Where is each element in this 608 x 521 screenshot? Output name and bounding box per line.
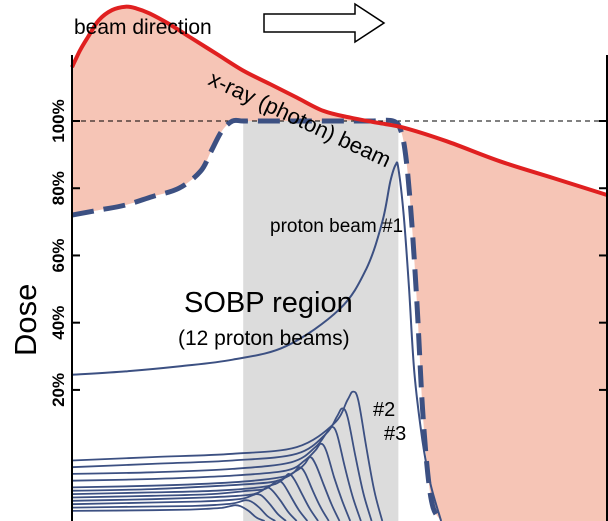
y-ticks: 20% 40% 60% 80% 100% <box>49 99 607 407</box>
y-axis-label: Dose <box>8 284 43 356</box>
sobp-dose-curve <box>71 117 444 521</box>
y-tick-label: 20% <box>49 373 68 407</box>
proton-beam-curve-1 <box>71 161 443 521</box>
sobp-region-label: SOBP region <box>184 287 353 319</box>
proton-beam-curve-10 <box>71 486 298 521</box>
proton-beam-curve-11 <box>71 493 287 521</box>
photon-dose-fill-layer <box>72 6 607 521</box>
proton-beam-curve-6 <box>71 456 341 521</box>
photon-dose-line <box>70 4 608 197</box>
proton-beam-curve-4 <box>71 425 362 521</box>
beam-direction-arrow-icon <box>263 2 386 44</box>
proton-beam-1-label: proton beam #1 <box>270 216 403 237</box>
proton-beam-curve-9 <box>71 479 309 521</box>
sobp-region-band <box>243 121 399 521</box>
proton-beam-curve-8 <box>71 472 319 521</box>
proton-beam-2-label: #2 <box>373 399 395 421</box>
y-tick-label: 80% <box>49 171 68 205</box>
proton-beam-curve-2 <box>71 390 384 521</box>
proton-beam-3-label: #3 <box>384 423 406 445</box>
y-tick-label: 100% <box>49 99 68 142</box>
proton-beam-curve-12 <box>71 499 276 521</box>
proton-beam-curve-7 <box>71 466 330 521</box>
y-tick-label: 60% <box>49 238 68 272</box>
photon-dose-fill <box>72 6 607 521</box>
proton-beam-curve-3 <box>71 407 373 521</box>
beam-direction-label: beam direction <box>74 16 212 39</box>
proton-beam-curve-5 <box>71 442 352 521</box>
sobp-region-sublabel: (12 proton beams) <box>178 327 350 350</box>
proton-beam-curve-13 <box>71 504 265 521</box>
proton-beam-curves <box>71 161 443 521</box>
y-tick-label: 40% <box>49 306 68 340</box>
